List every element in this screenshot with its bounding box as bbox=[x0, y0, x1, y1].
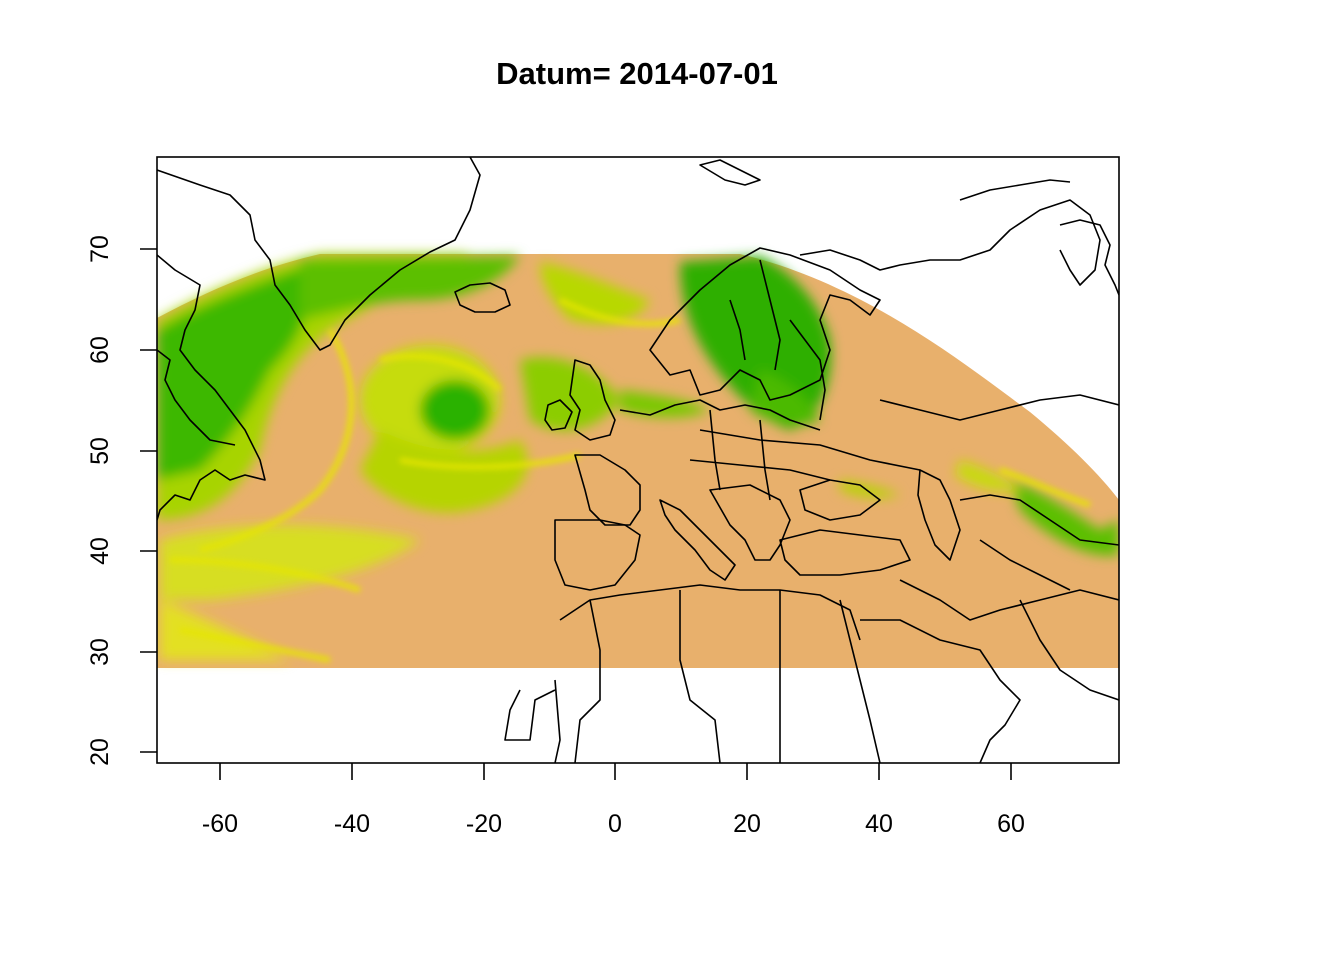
y-axis bbox=[140, 248, 157, 753]
country-borders bbox=[157, 157, 1119, 763]
y-tick-label: 40 bbox=[86, 537, 114, 565]
x-tick-label: 20 bbox=[733, 810, 761, 838]
raster-streaks bbox=[169, 297, 1091, 663]
x-tick-label: 0 bbox=[608, 810, 622, 838]
y-tick-label: 20 bbox=[86, 738, 114, 766]
y-tick-label: 70 bbox=[86, 235, 114, 263]
plot-frame bbox=[156, 156, 1120, 764]
x-tick-label: -40 bbox=[334, 810, 370, 838]
raster-features bbox=[157, 254, 1119, 660]
x-tick-label: -20 bbox=[466, 810, 502, 838]
x-tick-label: -60 bbox=[202, 810, 238, 838]
y-tick-label: 50 bbox=[86, 437, 114, 465]
y-tick-label: 60 bbox=[86, 336, 114, 364]
map-title: Datum= 2014-07-01 bbox=[496, 56, 778, 91]
x-tick-label: 60 bbox=[997, 810, 1025, 838]
y-tick-label: 30 bbox=[86, 638, 114, 666]
x-axis bbox=[219, 763, 1012, 780]
x-tick-label: 40 bbox=[865, 810, 893, 838]
